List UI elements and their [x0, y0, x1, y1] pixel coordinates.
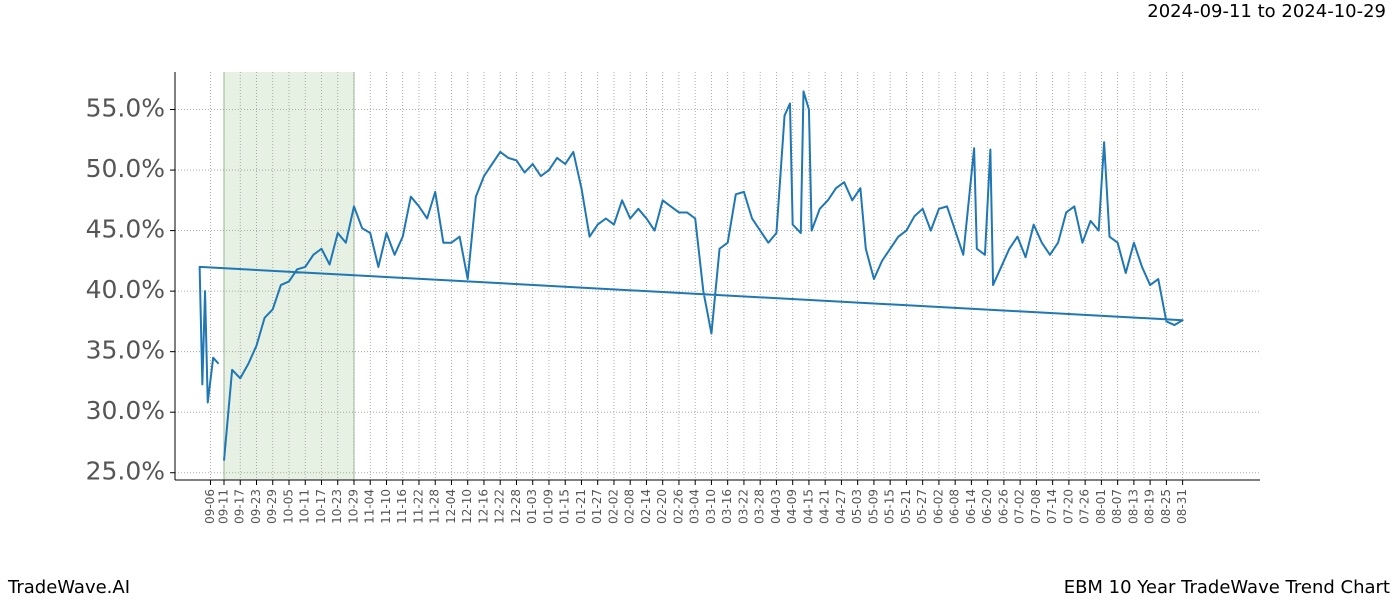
- x-tick-label: 08-31: [1175, 489, 1189, 524]
- x-tick-label: 06-02: [931, 489, 945, 524]
- x-tick-label: 09-17: [233, 489, 247, 524]
- x-tick-label: 04-03: [769, 489, 783, 524]
- x-tick-label: 06-26: [996, 489, 1010, 524]
- x-tick-label: 11-22: [411, 489, 425, 524]
- y-tick-label: 40.0%: [86, 275, 165, 304]
- x-tick-label: 06-14: [964, 489, 978, 524]
- x-tick-label: 07-14: [1045, 489, 1059, 524]
- x-tick-label: 07-20: [1061, 489, 1075, 524]
- x-tick-label: 01-15: [558, 489, 572, 524]
- x-tick-label: 09-23: [249, 489, 263, 524]
- x-tick-label: 09-11: [217, 489, 231, 524]
- x-tick-label: 12-04: [444, 489, 458, 524]
- x-tick-label: 02-08: [623, 489, 637, 524]
- x-tick-label: 01-21: [574, 489, 588, 524]
- x-tick-label: 04-21: [818, 489, 832, 524]
- x-tick-label: 06-20: [980, 489, 994, 524]
- x-tick-label: 05-03: [850, 489, 864, 524]
- x-tick-label: 08-25: [1159, 489, 1173, 524]
- x-tick-label: 05-21: [899, 489, 913, 524]
- x-tick-label: 03-16: [720, 489, 734, 524]
- x-tick-label: 10-11: [298, 489, 312, 524]
- x-tick-label: 04-09: [785, 489, 799, 524]
- x-tick-label: 03-04: [688, 489, 702, 524]
- y-tick-label: 45.0%: [86, 215, 165, 244]
- x-tick-label: 07-02: [1013, 489, 1027, 524]
- x-tick-label: 05-09: [866, 489, 880, 524]
- x-tick-label: 11-04: [363, 489, 377, 524]
- trend-line: [198, 90, 1184, 461]
- x-tick-label: 08-13: [1126, 489, 1140, 524]
- x-tick-label: 10-05: [281, 489, 295, 524]
- x-tick-label: 12-28: [509, 489, 523, 524]
- x-tick-label: 07-26: [1078, 489, 1092, 524]
- x-tick-label: 03-28: [753, 489, 767, 524]
- y-tick-label: 30.0%: [86, 396, 165, 425]
- date-range: 2024-09-11 to 2024-10-29: [1147, 1, 1386, 22]
- x-tick-label: 10-23: [330, 489, 344, 524]
- x-tick-label: 10-17: [314, 489, 328, 524]
- x-tick-label: 02-14: [639, 489, 653, 524]
- x-tick-label: 11-10: [379, 489, 393, 524]
- x-tick-label: 09-29: [265, 489, 279, 524]
- y-tick-label: 25.0%: [86, 457, 165, 486]
- x-tick-label: 12-22: [493, 489, 507, 524]
- x-tick-label: 09-06: [203, 489, 217, 524]
- x-tick-label: 03-10: [704, 489, 718, 524]
- brand: TradeWave.AI: [7, 577, 130, 598]
- x-tick-label: 03-22: [736, 489, 750, 524]
- x-tick-label: 11-16: [395, 489, 409, 524]
- x-tick-label: 02-20: [655, 489, 669, 524]
- x-tick-label: 04-27: [834, 489, 848, 524]
- x-tick-label: 12-16: [476, 489, 490, 524]
- x-tick-label: 07-08: [1029, 489, 1043, 524]
- x-tick-label: 11-28: [428, 489, 442, 524]
- x-tick-label: 12-10: [460, 489, 474, 524]
- x-tick-label: 04-15: [801, 489, 815, 524]
- x-tick-label: 08-07: [1110, 489, 1124, 524]
- x-tick-label: 05-27: [915, 489, 929, 524]
- x-tick-label: 02-26: [671, 489, 685, 524]
- x-tick-label: 08-01: [1094, 489, 1108, 524]
- y-tick-label: 35.0%: [86, 336, 165, 365]
- y-tick-label: 55.0%: [86, 94, 165, 123]
- y-tick-label: 50.0%: [86, 154, 165, 183]
- x-tick-label: 01-03: [525, 489, 539, 524]
- x-tick-label: 01-09: [541, 489, 555, 524]
- chart-name: EBM 10 Year TradeWave Trend Chart: [1064, 577, 1390, 598]
- x-tick-label: 01-27: [590, 489, 604, 524]
- x-tick-label: 05-15: [883, 489, 897, 524]
- x-tick-label: 08-19: [1143, 489, 1157, 524]
- x-tick-label: 02-02: [606, 489, 620, 524]
- x-tick-label: 10-29: [346, 489, 360, 524]
- x-tick-label: 06-08: [948, 489, 962, 524]
